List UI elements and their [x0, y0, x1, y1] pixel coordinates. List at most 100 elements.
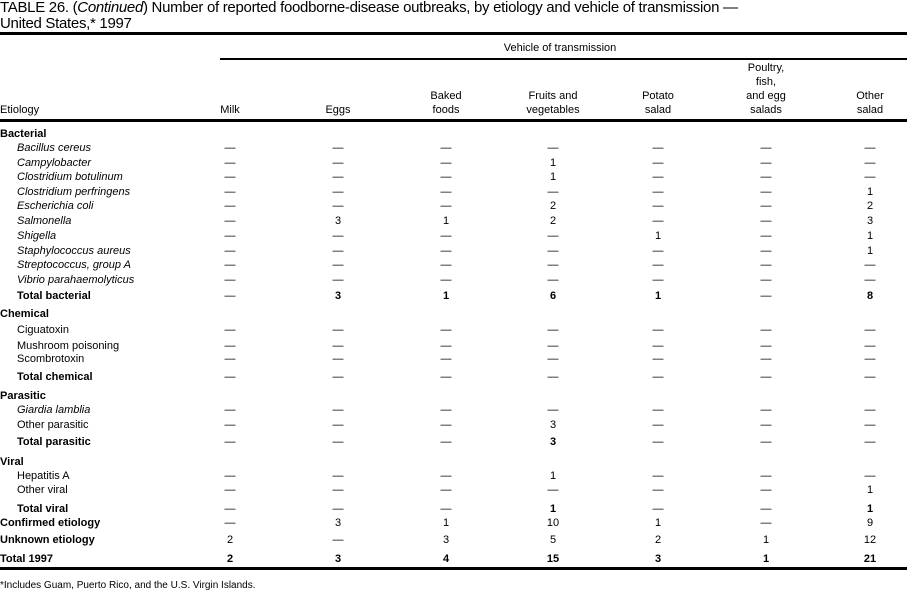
table-cell: —: [864, 436, 876, 448]
table-cell: —: [760, 484, 772, 496]
table-cell: —: [652, 470, 664, 482]
table-cell: —: [547, 259, 559, 271]
table-cell: —: [332, 230, 344, 242]
title-suffix: ) Number of reported foodborne-disease o…: [142, 0, 738, 16]
row-label: Bacillus cereus: [17, 142, 91, 154]
table-title: TABLE 26. (Continued) Number of reported…: [0, 0, 905, 32]
table-cell: —: [440, 259, 452, 271]
table-cell: 1: [866, 503, 874, 515]
row-label: Other parasitic: [17, 419, 89, 431]
table-cell: —: [224, 404, 236, 416]
table-cell: —: [332, 186, 344, 198]
vehicle-rule: [220, 58, 907, 60]
table-cell: —: [332, 259, 344, 271]
table-cell: 2: [226, 534, 234, 546]
table-cell: —: [440, 340, 452, 352]
table-row: Total chemical — — — — — — —: [0, 370, 907, 384]
table-cell: —: [864, 404, 876, 416]
table-cell: 1: [442, 215, 450, 227]
row-label: Total viral: [17, 503, 69, 515]
table-cell: 9: [866, 517, 874, 529]
header-rule: [0, 119, 907, 122]
row-label: Total 1997: [0, 553, 53, 565]
table-cell: —: [652, 436, 664, 448]
table-cell: —: [652, 503, 664, 515]
table-cell: 2: [549, 215, 557, 227]
table-cell: —: [547, 404, 559, 416]
table-cell: —: [864, 157, 876, 169]
row-label: Giardia lamblia: [17, 404, 91, 416]
table-row: Bacillus cereus — — — — — — —: [0, 141, 907, 155]
table-cell: —: [224, 503, 236, 515]
table-cell: 3: [334, 553, 342, 565]
footnote: *Includes Guam, Puerto Rico, and the U.S…: [0, 580, 256, 591]
table-cell: 1: [866, 484, 874, 496]
row-label: Total chemical: [17, 371, 93, 383]
table-cell: —: [652, 353, 664, 365]
table-row: Staphylococcus aureus — — — — — — 1: [0, 244, 907, 258]
table-cell: —: [652, 324, 664, 336]
column-header: Fruits and vegetables: [526, 90, 580, 116]
table-row: Total bacterial — 3 1 6 1 — 8: [0, 289, 907, 303]
table-cell: 3: [442, 534, 450, 546]
table-cell: —: [864, 470, 876, 482]
table-cell: —: [332, 534, 344, 546]
table-row: Clostridium perfringens — — — — — — 1: [0, 185, 907, 199]
table-cell: —: [760, 470, 772, 482]
table-cell: 2: [226, 553, 234, 565]
column-header: Milk: [220, 104, 240, 116]
table-cell: —: [760, 142, 772, 154]
table-cell: —: [332, 245, 344, 257]
table-cell: —: [224, 436, 236, 448]
table-cell: 1: [866, 186, 874, 198]
title-line2: United States,* 1997: [0, 15, 132, 32]
table-cell: —: [547, 340, 559, 352]
table-row: Total parasitic — — — 3 — — —: [0, 435, 907, 449]
table-cell: —: [224, 290, 236, 302]
table-cell: —: [652, 259, 664, 271]
table-cell: —: [760, 274, 772, 286]
table-cell: 2: [866, 200, 874, 212]
table-cell: —: [440, 186, 452, 198]
table-cell: —: [332, 200, 344, 212]
table-cell: —: [547, 371, 559, 383]
table-cell: —: [224, 245, 236, 257]
row-label: Parasitic: [0, 390, 46, 402]
table-row: Other viral — — — — — — 1: [0, 483, 907, 497]
table-cell: —: [440, 503, 452, 515]
table-cell: —: [652, 245, 664, 257]
table-cell: 15: [546, 553, 560, 565]
row-label: Total bacterial: [17, 290, 91, 302]
table-row: Hepatitis A — — — 1 — — —: [0, 469, 907, 483]
row-label: Hepatitis A: [17, 470, 70, 482]
table-cell: 1: [654, 290, 662, 302]
row-label: Campylobacter: [17, 157, 91, 169]
table-cell: 2: [654, 534, 662, 546]
table-cell: —: [760, 186, 772, 198]
table-cell: —: [760, 436, 772, 448]
table-cell: —: [760, 215, 772, 227]
row-label: Escherichia coli: [17, 200, 94, 212]
row-label: Ciguatoxin: [17, 324, 69, 336]
table-row: Salmonella — 3 1 2 — — 3: [0, 214, 907, 228]
table-cell: —: [224, 157, 236, 169]
table-cell: —: [760, 503, 772, 515]
table-cell: —: [224, 215, 236, 227]
column-header: Eggs: [325, 104, 351, 116]
table-cell: —: [440, 245, 452, 257]
table-cell: —: [224, 259, 236, 271]
row-label: Clostridium botulinum: [17, 171, 123, 183]
table-row: Chemical: [0, 307, 907, 321]
table-cell: 3: [654, 553, 662, 565]
table-cell: —: [547, 324, 559, 336]
table-cell: —: [440, 419, 452, 431]
table-cell: —: [440, 404, 452, 416]
title-prefix: TABLE 26. (: [0, 0, 78, 16]
table-cell: —: [332, 503, 344, 515]
table-cell: —: [440, 470, 452, 482]
table-row: Campylobacter — — — 1 — — —: [0, 156, 907, 170]
table-cell: —: [440, 157, 452, 169]
table-cell: —: [224, 171, 236, 183]
table-cell: —: [224, 517, 236, 529]
table-cell: —: [760, 171, 772, 183]
